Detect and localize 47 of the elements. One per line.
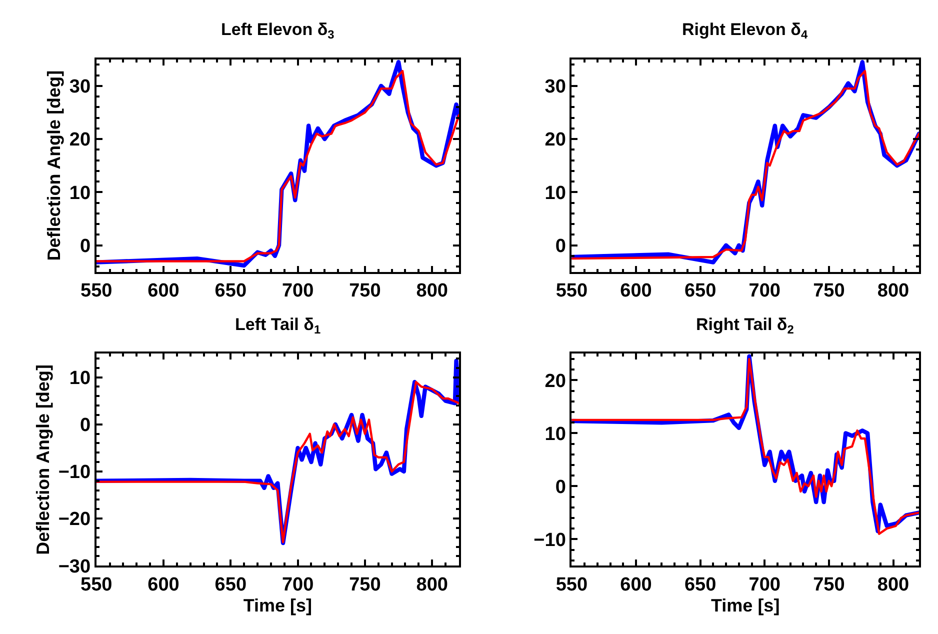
y-tick-label: 10 bbox=[544, 182, 566, 204]
y-tick-label: 10 bbox=[69, 368, 91, 389]
x-tick-label: 650 bbox=[684, 574, 716, 596]
chart-title: Left Elevon δ$_{3}$ bbox=[221, 20, 335, 42]
x-tick-label: 800 bbox=[416, 280, 448, 302]
y-axis-title: Deflection Angle [deg] bbox=[33, 364, 54, 555]
x-tick-label: 550 bbox=[556, 280, 588, 302]
x-tick-label: 800 bbox=[877, 280, 910, 302]
x-tick-label: 700 bbox=[748, 574, 780, 596]
x-tick-label: 750 bbox=[813, 574, 845, 596]
y-axis-title: Deflection Angle [deg] bbox=[44, 70, 64, 261]
x-tick-label: 600 bbox=[148, 280, 180, 302]
x-tick-label: 700 bbox=[282, 574, 314, 596]
chart-title: Left Tail δ$_{1}$ bbox=[235, 315, 321, 337]
y-tick-label: 30 bbox=[544, 76, 566, 98]
y-tick-label: −20 bbox=[58, 509, 91, 530]
chart-title: Right Elevon δ$_{4}$ bbox=[682, 20, 808, 42]
y-tick-label: 20 bbox=[544, 370, 566, 392]
x-tick-label: 750 bbox=[813, 280, 845, 302]
x-tick-label: 600 bbox=[148, 574, 180, 596]
x-tick-label: 700 bbox=[282, 280, 314, 302]
x-tick-label: 650 bbox=[684, 280, 716, 302]
x-tick-label: 700 bbox=[748, 280, 780, 302]
x-axis-title: Time [s] bbox=[243, 595, 312, 616]
x-tick-label: 600 bbox=[620, 574, 652, 596]
x-tick-label: 800 bbox=[877, 574, 910, 596]
y-tick-label: 10 bbox=[69, 182, 91, 204]
y-tick-label: 20 bbox=[544, 130, 566, 151]
x-axis-title: Time [s] bbox=[711, 595, 780, 616]
y-tick-label: −10 bbox=[534, 530, 566, 551]
chart-title: Right Tail δ$_{2}$ bbox=[696, 315, 794, 337]
x-tick-label: 650 bbox=[214, 574, 247, 596]
y-tick-label: 0 bbox=[555, 476, 566, 498]
x-tick-label: 550 bbox=[556, 574, 588, 596]
y-tick-label: 20 bbox=[69, 130, 91, 151]
y-tick-label: 30 bbox=[69, 76, 91, 98]
y-tick-label: 10 bbox=[544, 424, 566, 445]
x-tick-label: 600 bbox=[620, 280, 652, 302]
x-tick-label: 750 bbox=[349, 574, 381, 596]
y-tick-label: 0 bbox=[555, 236, 566, 257]
x-tick-label: 750 bbox=[349, 280, 381, 302]
y-tick-label: 0 bbox=[80, 415, 91, 436]
y-tick-label: −10 bbox=[58, 462, 91, 484]
x-tick-label: 800 bbox=[416, 574, 448, 596]
x-tick-label: 650 bbox=[214, 280, 247, 302]
x-tick-label: 550 bbox=[80, 280, 112, 302]
y-tick-label: 0 bbox=[80, 236, 91, 257]
